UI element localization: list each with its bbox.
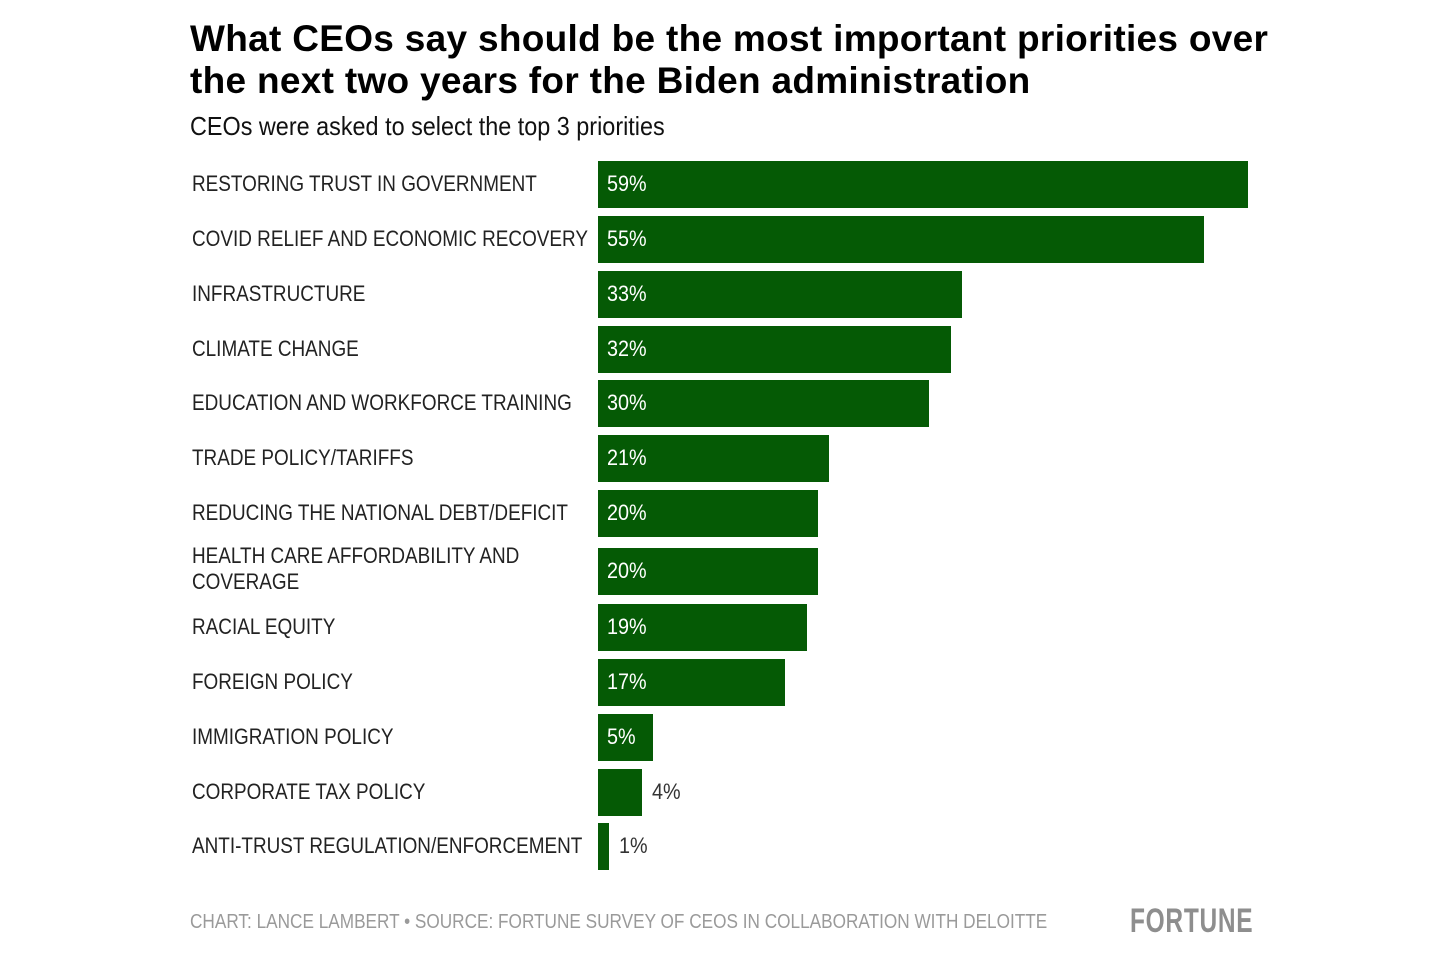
- category-label: EDUCATION AND WORKFORCE TRAINING: [192, 390, 572, 415]
- source-credit: CHART: LANCE LAMBERT • SOURCE: FORTUNE S…: [190, 911, 1048, 933]
- data-label: 20%: [607, 558, 647, 583]
- category-label: RESTORING TRUST IN GOVERNMENT: [192, 171, 537, 196]
- data-label: 20%: [607, 500, 647, 525]
- bar: [598, 548, 819, 595]
- category-label: IMMIGRATION POLICY: [192, 724, 394, 749]
- data-label: 21%: [607, 445, 647, 470]
- data-label: 4%: [652, 779, 681, 804]
- fortune-logo: FORTUNE: [1130, 902, 1254, 940]
- category-label: CORPORATE TAX POLICY: [192, 779, 426, 804]
- data-label: 59%: [607, 171, 647, 196]
- bar: [598, 271, 962, 318]
- bar: [598, 769, 643, 816]
- category-label: ANTI-TRUST REGULATION/ENFORCEMENT: [192, 833, 583, 858]
- data-label: 1%: [619, 833, 648, 858]
- data-label: 33%: [607, 281, 647, 306]
- bar: [598, 161, 1248, 208]
- bar: [598, 659, 786, 706]
- data-label: 5%: [607, 724, 636, 749]
- data-label: 55%: [607, 226, 647, 251]
- chart-title: What CEOs say should be the most importa…: [190, 18, 1269, 101]
- bar: [598, 380, 929, 427]
- data-label: 17%: [607, 669, 647, 694]
- bar: [598, 435, 830, 482]
- category-label: HEALTH CARE AFFORDABILITY AND COVERAGE: [192, 543, 520, 594]
- bar: [598, 326, 951, 373]
- bar: [598, 823, 610, 870]
- data-label: 32%: [607, 336, 647, 361]
- bar: [598, 604, 808, 651]
- bar: [598, 216, 1204, 263]
- data-label: 19%: [607, 614, 647, 639]
- category-label: RACIAL EQUITY: [192, 614, 336, 639]
- category-label: TRADE POLICY/TARIFFS: [192, 445, 414, 470]
- category-label: FOREIGN POLICY: [192, 669, 353, 694]
- category-label: REDUCING THE NATIONAL DEBT/DEFICIT: [192, 500, 568, 525]
- category-label: COVID RELIEF AND ECONOMIC RECOVERY: [192, 226, 588, 251]
- category-label: INFRASTRUCTURE: [192, 281, 366, 306]
- category-label: CLIMATE CHANGE: [192, 336, 359, 361]
- chart-subtitle: CEOs were asked to select the top 3 prio…: [190, 111, 665, 141]
- data-label: 30%: [607, 390, 647, 415]
- bar: [598, 490, 819, 537]
- bar: [598, 714, 654, 761]
